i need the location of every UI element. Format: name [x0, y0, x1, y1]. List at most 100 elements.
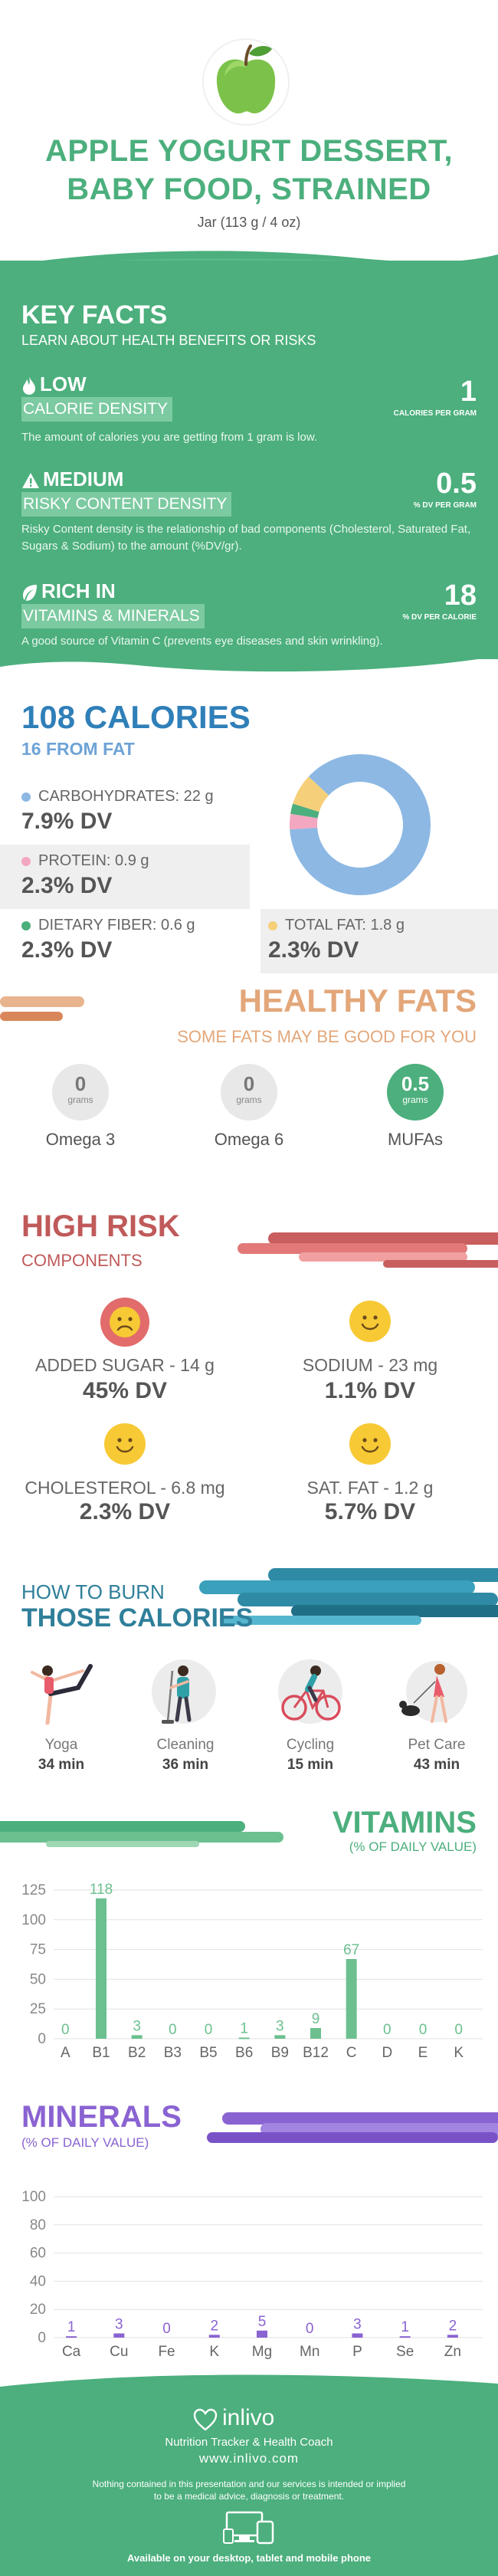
bar-B1 — [96, 1898, 106, 2039]
bar-B2 — [131, 2035, 143, 2039]
fact-level-text: MEDIUM — [43, 468, 124, 491]
x-tick-label: B6 — [235, 2045, 253, 2061]
high-risk-stripes — [238, 1232, 498, 1268]
apple-icon — [202, 38, 290, 126]
bar-value-label: 0 — [454, 2022, 463, 2038]
fact-vitamins-level: RICH IN — [21, 578, 116, 604]
burn-title-line-2: THOSE CALORIES — [21, 1603, 254, 1633]
bar-Cu — [113, 2333, 125, 2338]
happy-face-icon — [349, 1301, 391, 1342]
bar-value-label: 118 — [90, 1882, 113, 1898]
bar-Zn — [447, 2335, 458, 2338]
healthy-fats-subtitle: SOME FATS MAY BE GOOD FOR YOU — [177, 1027, 477, 1046]
fact-level-text: RICH IN — [41, 579, 116, 602]
cycling-icon — [278, 1659, 342, 1724]
nutrient-dv: 2.3% DV — [268, 937, 359, 963]
footer-tagline: Nutrition Tracker & Health Coach — [165, 2436, 333, 2449]
x-tick-label: Ca — [62, 2344, 81, 2360]
vitamins-stripes — [0, 1821, 283, 1847]
sodium-label: SODIUM - 23 mg — [302, 1355, 438, 1375]
vitamins-bar-chart: 02550751001250A118B13B20B30B51B63B99B126… — [21, 1882, 483, 2061]
x-tick-label: Mn — [300, 2344, 319, 2360]
x-tick-label: E — [418, 2045, 428, 2061]
added-sugar-dv: 45% DV — [82, 1378, 168, 1403]
minerals-stripes — [207, 2112, 498, 2143]
mufas-circle: 0.5 grams — [387, 1064, 444, 1121]
fact-calorie-density-value: 1 — [460, 376, 477, 408]
y-tick-label: 100 — [21, 2189, 46, 2205]
x-tick-label: D — [382, 2045, 392, 2061]
bar-value-label: 3 — [276, 2018, 284, 2034]
footer-url[interactable]: www.inlivo.com — [198, 2451, 300, 2466]
cycling-label: Cycling — [286, 1737, 335, 1753]
x-tick-label: Fe — [158, 2344, 175, 2360]
y-tick-label: 80 — [30, 2217, 46, 2233]
key-facts-wave-bottom — [0, 650, 498, 672]
y-tick-label: 40 — [30, 2273, 46, 2289]
sad-face-icon — [100, 1298, 149, 1347]
vitamins-title: VITAMINS — [332, 1806, 477, 1839]
fat-value: 0.5 — [401, 1072, 430, 1095]
nutrient-carbohydrates: CARBOHYDRATES: 22 g 7.9% DV — [21, 788, 251, 852]
omega-6-circle: 0 grams — [221, 1064, 277, 1121]
happy-face-icon — [349, 1423, 391, 1465]
x-tick-label: A — [61, 2045, 70, 2061]
carbohydrates-dot — [21, 792, 31, 802]
bar-value-label: 2 — [449, 2318, 457, 2334]
pet-care-icon — [399, 1661, 467, 1723]
y-tick-label: 0 — [38, 2330, 46, 2346]
calories-title: 108 CALORIES — [21, 699, 251, 735]
burn-title-line-1: HOW TO BURN — [21, 1580, 165, 1603]
x-tick-label: P — [352, 2344, 362, 2360]
calories-subtitle: 16 FROM FAT — [21, 739, 135, 759]
bar-value-label: 2 — [210, 2318, 218, 2334]
x-tick-label: B9 — [271, 2045, 289, 2061]
fact-vitamins-unit: % DV PER CALORIE — [402, 613, 477, 622]
x-tick-label: C — [346, 2045, 357, 2061]
page-title: APPLE YOGURT DESSERT, BABY FOOD, STRAINE… — [0, 132, 498, 208]
bar-P — [352, 2333, 363, 2338]
nutrient-fiber: DIETARY FIBER: 0.6 g 2.3% DV — [21, 917, 251, 981]
added-sugar-label: ADDED SUGAR - 14 g — [35, 1355, 215, 1375]
fact-calorie-density-level: LOW — [21, 371, 87, 397]
y-tick-label: 20 — [30, 2302, 46, 2318]
title-line-2: BABY FOOD, STRAINED — [67, 172, 431, 206]
bar-value-label: 0 — [383, 2022, 392, 2038]
y-tick-label: 25 — [30, 2001, 46, 2017]
bar-value-label: 0 — [61, 2022, 70, 2038]
leaf-icon — [23, 585, 37, 602]
nutrient-total-fat: TOTAL FAT: 1.8 g 2.3% DV — [268, 917, 490, 981]
x-tick-label: Se — [396, 2344, 414, 2360]
bar-Mg — [257, 2330, 267, 2338]
nutrient-dv: 2.3% DV — [21, 937, 113, 963]
cholesterol-label: CHOLESTEROL - 6.8 mg — [25, 1478, 225, 1498]
bar-value-label: 3 — [115, 2316, 123, 2332]
nutrient-label: TOTAL FAT: 1.8 g — [285, 917, 405, 934]
healthy-fats-title: HEALTHY FATS — [238, 983, 477, 1019]
vitamins-subtitle: (% OF DAILY VALUE) — [349, 1839, 477, 1854]
x-tick-label: Mg — [252, 2344, 272, 2360]
nutrient-label: CARBOHYDRATES: 22 g — [38, 788, 214, 805]
fat-value: 0 — [74, 1072, 87, 1095]
omega-6-label: Omega 6 — [214, 1130, 284, 1149]
nutrient-protein: PROTEIN: 0.9 g 2.3% DV — [21, 852, 251, 917]
bar-Ca — [66, 2336, 77, 2338]
minerals-title: MINERALS — [21, 2100, 182, 2134]
x-tick-label: B2 — [128, 2045, 146, 2061]
bar-value-label: 0 — [306, 2321, 314, 2337]
fact-calorie-density-desc: The amount of calories you are getting f… — [21, 431, 318, 444]
fact-calorie-density-name: CALORIE DENSITY — [21, 397, 173, 422]
fact-vitamins-value: 18 — [444, 579, 477, 612]
footer-disclaimer-1: Nothing contained in this presentation a… — [92, 2479, 406, 2489]
nutrient-dv: 7.9% DV — [21, 809, 113, 834]
bar-value-label: 0 — [169, 2022, 177, 2038]
omega-3-circle: 0 grams — [52, 1064, 109, 1121]
yoga-icon — [31, 1664, 93, 1725]
bar-value-label: 3 — [133, 2018, 141, 2034]
key-facts-section — [0, 261, 498, 659]
x-tick-label: Cu — [110, 2344, 128, 2360]
fat-unit: grams — [402, 1094, 428, 1105]
bar-value-label: 1 — [401, 2319, 409, 2335]
high-risk-subtitle: COMPONENTS — [21, 1251, 143, 1270]
bar-C — [346, 1959, 357, 2039]
